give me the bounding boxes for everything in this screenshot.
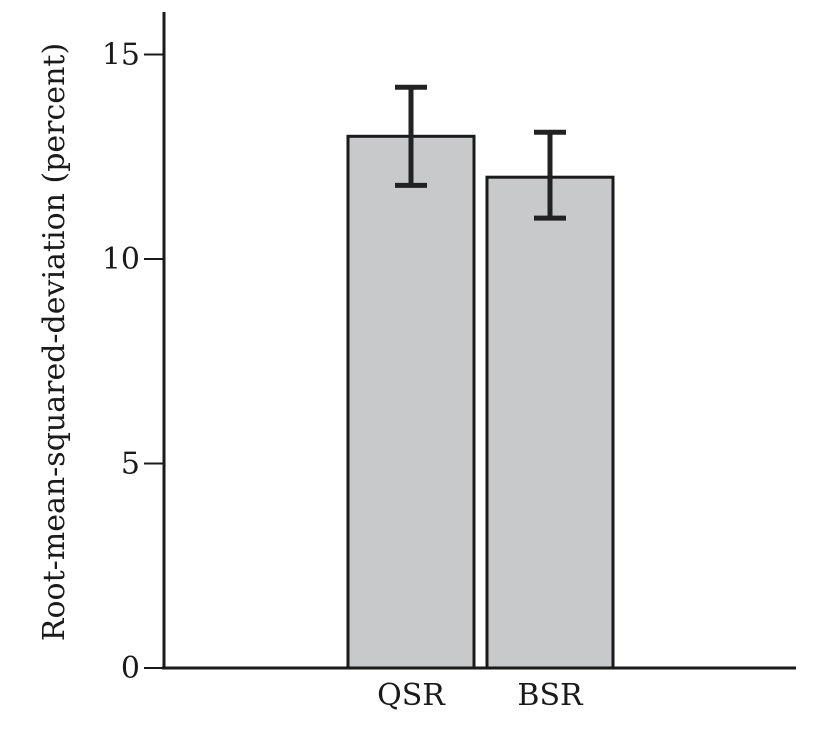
error-bar-qsr xyxy=(395,84,427,188)
error-bars-layer xyxy=(395,84,566,221)
category-labels-layer: QSR BSR xyxy=(377,678,584,713)
x-category-label-qsr: QSR xyxy=(377,678,446,713)
x-category-label-bsr: BSR xyxy=(517,678,584,713)
y-ticks-layer: 0 5 10 15 xyxy=(102,38,164,686)
y-tick-label: 5 xyxy=(121,447,140,482)
error-bar-bsr xyxy=(534,129,566,221)
bar-qsr xyxy=(346,134,476,670)
axes-layer xyxy=(162,12,796,670)
bar-bsr xyxy=(485,175,615,670)
bars-layer xyxy=(346,134,615,670)
y-axis-title: Root-mean-squared-deviation (percent) xyxy=(37,43,72,641)
y-tick-label: 10 xyxy=(102,242,140,277)
y-tick-label: 0 xyxy=(121,651,140,686)
y-tick-label: 15 xyxy=(102,38,140,73)
